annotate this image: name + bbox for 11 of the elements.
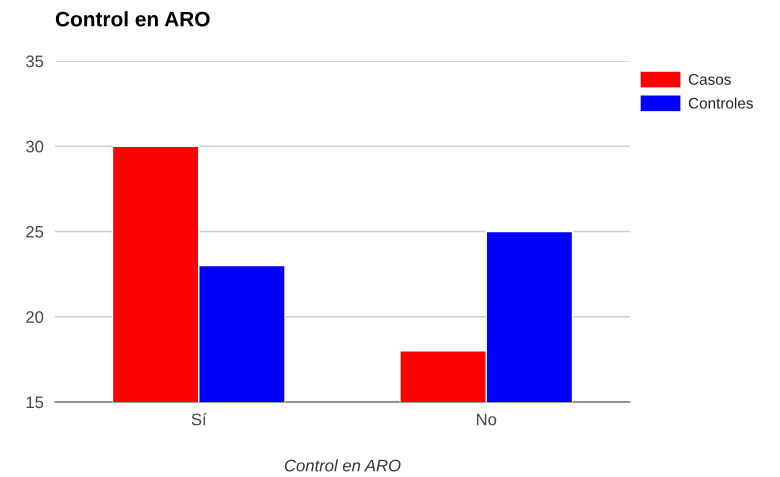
y-tick-label: 15: [26, 396, 44, 408]
y-tick-label: 30: [26, 140, 44, 152]
y-tick-label: 20: [26, 311, 44, 323]
chart-title: Control en ARO: [56, 11, 210, 26]
legend-label: Casos: [688, 74, 731, 85]
x-tick-label: No: [476, 414, 496, 426]
legend-label: Controles: [688, 97, 753, 109]
x-axis-title: Control en ARO: [284, 459, 401, 472]
y-tick-label: 25: [26, 226, 44, 238]
x-tick-label: Sí: [192, 412, 207, 426]
y-tick-label: 35: [26, 55, 44, 68]
